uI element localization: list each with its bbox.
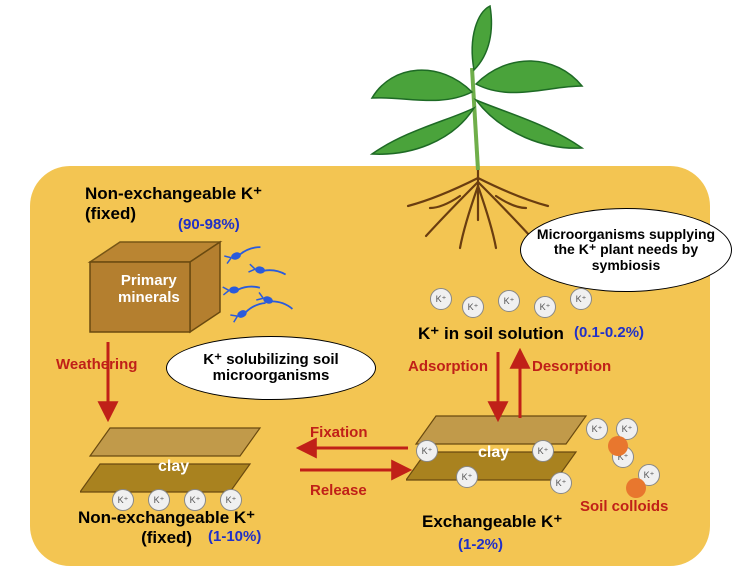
pool-nonexch-primary-pct: (90-98%) — [178, 216, 240, 233]
diagram-root: Primary minerals clay clay K⁺K⁺K⁺K⁺K⁺K⁺K… — [0, 0, 736, 574]
pool-exch-title: Exchangeable K⁺ — [422, 512, 562, 532]
oval-solubilizing: K⁺ solubilizing soil microorganisms — [166, 336, 376, 400]
lbl-fixation: Fixation — [310, 424, 368, 441]
oval-solubilizing-text: K⁺ solubilizing soil microorganisms — [173, 352, 369, 385]
lbl-release: Release — [310, 482, 367, 499]
lbl-desorption: Desorption — [532, 358, 611, 375]
pool-exch-pct: (1-2%) — [458, 536, 503, 553]
oval-symbiosis-text: Microorganisms supplying the K⁺ plant ne… — [527, 227, 725, 273]
lbl-soil-colloids: Soil colloids — [580, 498, 668, 515]
oval-symbiosis: Microorganisms supplying the K⁺ plant ne… — [520, 208, 732, 292]
lbl-adsorption: Adsorption — [408, 358, 488, 375]
pool-solution-title: K⁺ in soil solution — [418, 324, 564, 344]
pool-solution-pct: (0.1-0.2%) — [574, 324, 644, 341]
lbl-weathering: Weathering — [56, 356, 137, 373]
pool-nonexch-clay-pct: (1-10%) — [208, 528, 261, 545]
